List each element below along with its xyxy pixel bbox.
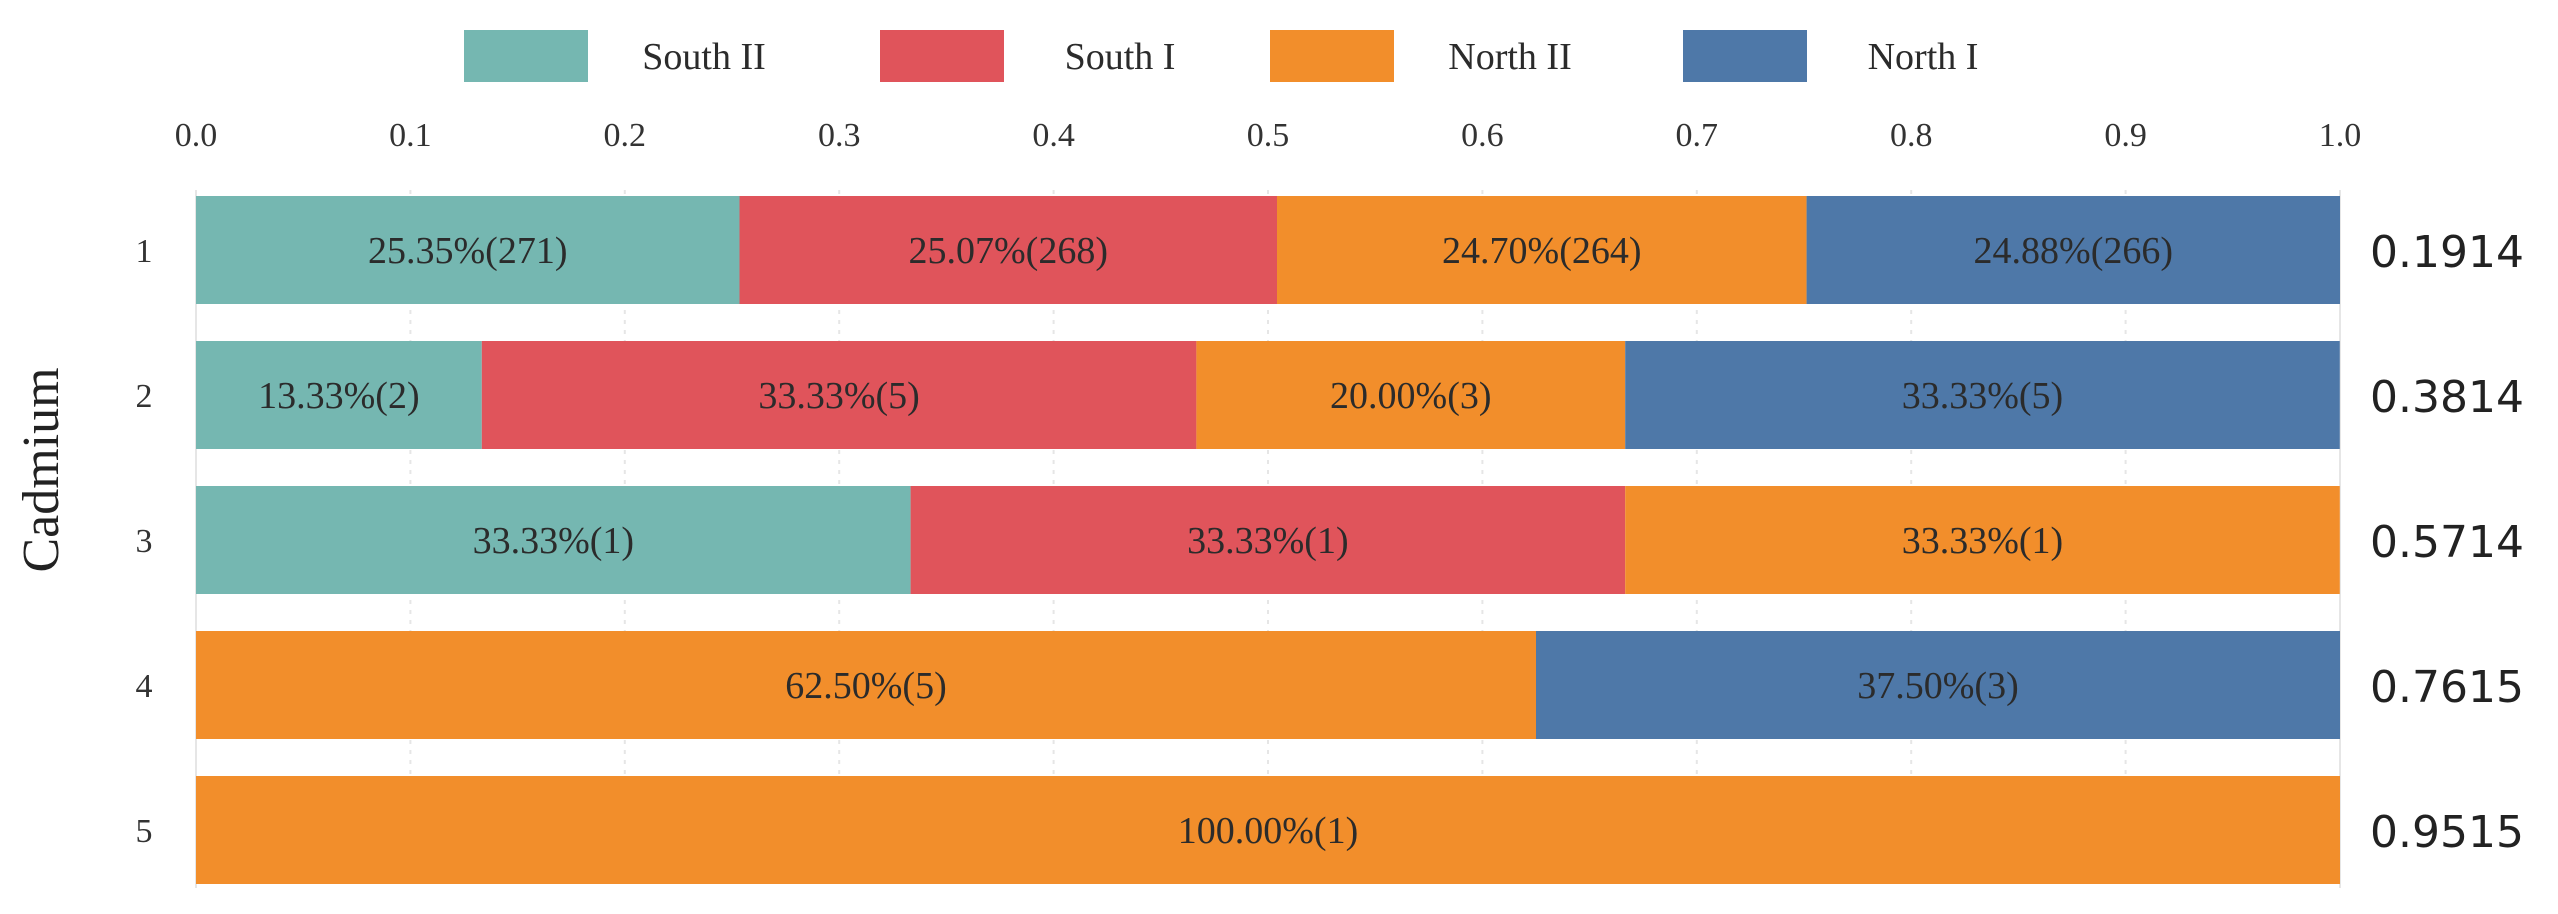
x-tick-label: 0.1	[389, 117, 432, 154]
right-value-label: 0.7615	[2370, 662, 2524, 713]
x-axis-ticks: 0.0 0.1 0.2 0.3 0.4 0.5 0.6 0.7 0.8 0.9 1.0	[175, 117, 2362, 154]
bar-segment	[196, 631, 1536, 739]
x-tick-label: 0.0	[175, 117, 218, 154]
y-tick-label: 3	[136, 523, 153, 560]
bar-segment	[481, 341, 1197, 449]
gridlines	[195, 190, 2341, 888]
bar-segment	[196, 341, 482, 449]
bar-segment	[739, 196, 1278, 304]
bar-segment	[1196, 341, 1626, 449]
legend-label: South II	[642, 36, 766, 78]
right-value-label: 0.5714	[2370, 517, 2524, 568]
legend-swatch	[464, 30, 588, 82]
data-label: 100.00%(1)	[1178, 810, 1358, 852]
bar-segment	[1277, 196, 1807, 304]
y-axis-ticks: 1 2 3 4 5	[136, 233, 153, 850]
y-axis-title: Cadmium	[13, 367, 70, 572]
y-tick-label: 1	[136, 233, 153, 270]
data-label: 25.35%(271)	[368, 230, 567, 272]
right-value-label: 0.1914	[2370, 227, 2524, 278]
data-label: 33.33%(1)	[1902, 520, 2063, 562]
data-label: 62.50%(5)	[785, 665, 946, 707]
y-tick-label: 5	[136, 813, 153, 850]
bar-segment	[1806, 196, 2340, 304]
bar-segment	[1536, 631, 2340, 739]
data-label: 24.88%(266)	[1974, 230, 2173, 272]
legend-swatch	[1270, 30, 1394, 82]
bar-segment	[196, 776, 2340, 884]
data-label: 33.33%(1)	[1187, 520, 1348, 562]
bars	[196, 196, 2340, 884]
data-label: 20.00%(3)	[1330, 375, 1491, 417]
legend-swatch	[880, 30, 1004, 82]
legend-label: North II	[1448, 36, 1571, 78]
bar-segment	[910, 486, 1626, 594]
legend-label: North I	[1868, 36, 1979, 78]
x-tick-label: 0.9	[2104, 117, 2147, 154]
data-label: 33.33%(1)	[473, 520, 634, 562]
y-tick-label: 2	[136, 378, 153, 415]
x-tick-label: 0.7	[1676, 117, 1719, 154]
right-value-label: 0.3814	[2370, 372, 2524, 423]
bar-segment	[196, 486, 911, 594]
data-label: 25.07%(268)	[909, 230, 1108, 272]
x-tick-label: 0.3	[818, 117, 861, 154]
x-tick-label: 0.2	[604, 117, 647, 154]
right-values: 0.1914 0.3814 0.5714 0.7615 0.9515	[2370, 227, 2524, 858]
legend-label: South I	[1065, 36, 1176, 78]
data-label: 33.33%(5)	[758, 375, 919, 417]
data-label: 33.33%(5)	[1902, 375, 2063, 417]
x-tick-label: 0.8	[1890, 117, 1933, 154]
x-tick-label: 0.4	[1032, 117, 1075, 154]
data-label: 13.33%(2)	[258, 375, 419, 417]
bar-segment	[1625, 486, 2340, 594]
x-tick-label: 1.0	[2319, 117, 2362, 154]
legend-swatch	[1683, 30, 1807, 82]
data-label: 37.50%(3)	[1857, 665, 2018, 707]
data-label: 24.70%(264)	[1442, 230, 1641, 272]
x-tick-label: 0.6	[1461, 117, 1504, 154]
bar-segment	[196, 196, 740, 304]
right-value-label: 0.9515	[2370, 807, 2524, 858]
bar-labels: 25.35%(271) 25.07%(268) 24.70%(264) 24.88%(…	[258, 230, 2173, 852]
legend: South II South I North II North I	[464, 30, 1978, 82]
y-tick-label: 4	[136, 668, 153, 705]
x-tick-label: 0.5	[1247, 117, 1290, 154]
bar-segment	[1625, 341, 2340, 449]
